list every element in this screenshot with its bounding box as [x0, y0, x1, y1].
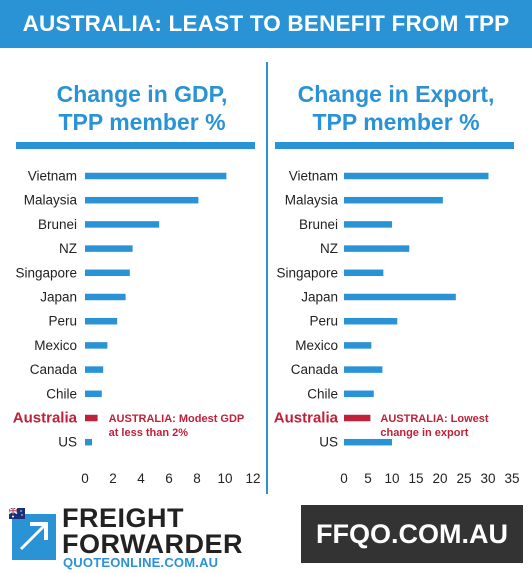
- gdp-x-tick-label: 4: [137, 471, 145, 486]
- export-bar-malaysia: [344, 196, 443, 204]
- gdp-category-label: Japan: [40, 290, 77, 305]
- gdp-category-label: US: [58, 435, 77, 450]
- gdp-annotation-line: at less than 2%: [109, 427, 189, 439]
- gdp-title-underline: [16, 142, 255, 149]
- gdp-bar-chart: Vietnam Malaysia Brunei NZ Singapore Japan Per…: [13, 169, 261, 487]
- export-chart-title-line1: Change in Export,: [297, 81, 495, 107]
- gdp-x-tick-label: 0: [81, 471, 89, 486]
- export-bar-brunei: [344, 221, 392, 228]
- gdp-x-tick-label: 8: [193, 471, 201, 486]
- export-annotation-line: AUSTRALIA: Lowest: [380, 413, 489, 425]
- export-annotation-line: change in export: [380, 427, 468, 439]
- gdp-x-tick-label: 12: [245, 471, 260, 486]
- export-category-label: Singapore: [276, 265, 338, 280]
- gdp-category-label: NZ: [59, 241, 77, 256]
- export-category-label: Malaysia: [285, 193, 339, 208]
- gdp-chart-title-line2: TPP member %: [58, 109, 226, 135]
- gdp-bar-nz: [85, 245, 133, 252]
- export-x-tick-label: 30: [480, 471, 495, 486]
- export-x-tick-label: 10: [384, 471, 399, 486]
- gdp-bar-brunei: [85, 221, 160, 228]
- export-category-label: NZ: [320, 241, 338, 256]
- chart-divider: [266, 62, 268, 494]
- export-bar-canada: [344, 366, 383, 373]
- gdp-category-label: Peru: [48, 314, 77, 329]
- gdp-category-label: Singapore: [15, 265, 77, 280]
- export-bar-nz: [344, 245, 410, 252]
- export-x-tick-label: 20: [432, 471, 447, 486]
- url-box[interactable]: FFQO.COM.AU: [301, 505, 523, 563]
- banner-title: AUSTRALIA: LEAST TO BENEFIT FROM TPP: [0, 0, 532, 48]
- gdp-bar-vietnam: [85, 172, 227, 180]
- gdp-bar-japan: [85, 293, 126, 301]
- export-x-tick-label: 35: [504, 471, 519, 486]
- export-bar-chile: [344, 390, 374, 398]
- export-bar-vietnam: [344, 172, 489, 180]
- export-x-tick-label: 25: [456, 471, 471, 486]
- gdp-category-label: Australia: [13, 410, 78, 427]
- gdp-x-tick-label: 6: [165, 471, 173, 486]
- export-bar-peru: [344, 317, 398, 325]
- export-bar-us: [344, 438, 392, 446]
- export-chart-title: Change in Export, TPP member %: [270, 80, 522, 136]
- export-x-tick-label: 15: [408, 471, 423, 486]
- export-category-label: Japan: [301, 290, 338, 305]
- logo-text-freight: FREIGHT: [62, 503, 184, 533]
- gdp-bar-canada: [85, 366, 104, 373]
- gdp-x-tick-label: 10: [217, 471, 232, 486]
- gdp-bar-peru: [85, 317, 118, 325]
- export-category-label: Chile: [307, 386, 338, 401]
- export-bar-chart: Vietnam Malaysia Brunei NZ Singapore Japan Per…: [274, 169, 520, 487]
- export-category-label: Peru: [309, 314, 338, 329]
- export-bar-mexico: [344, 342, 372, 349]
- gdp-bar-mexico: [85, 342, 108, 349]
- ff-arrow-logo-icon: [12, 514, 56, 560]
- export-category-label: Mexico: [295, 338, 338, 353]
- export-title-underline: [275, 142, 514, 149]
- export-bar-japan: [344, 293, 456, 301]
- export-bar-singapore: [344, 269, 384, 277]
- export-chart-title-line2: TPP member %: [312, 109, 480, 135]
- export-category-label: Vietnam: [289, 169, 338, 184]
- logo-text-website: QUOTEONLINE.COM.AU: [63, 555, 219, 570]
- export-bar-australia: [344, 414, 371, 422]
- gdp-chart-title: Change in GDP, TPP member %: [17, 80, 267, 136]
- export-category-label: Brunei: [299, 217, 338, 232]
- export-category-label: Canada: [291, 362, 339, 377]
- gdp-category-label: Mexico: [34, 338, 77, 353]
- gdp-category-label: Malaysia: [24, 193, 78, 208]
- export-category-label: Australia: [274, 410, 339, 427]
- gdp-bar-us: [85, 438, 92, 446]
- gdp-bar-australia: [85, 414, 98, 422]
- australia-flag-icon: [9, 508, 25, 519]
- gdp-category-label: Chile: [46, 386, 77, 401]
- gdp-category-label: Canada: [30, 362, 78, 377]
- gdp-bar-singapore: [85, 269, 130, 277]
- export-x-tick-label: 0: [340, 471, 348, 486]
- gdp-category-label: Vietnam: [28, 169, 77, 184]
- gdp-bar-malaysia: [85, 196, 199, 204]
- export-x-tick-label: 5: [364, 471, 372, 486]
- gdp-annotation-line: AUSTRALIA: Modest GDP: [109, 413, 245, 425]
- logo-text-forwarder: FORWARDER: [62, 529, 244, 559]
- gdp-bar-chile: [85, 390, 102, 398]
- gdp-category-label: Brunei: [38, 217, 77, 232]
- gdp-chart-title-line1: Change in GDP,: [56, 81, 228, 107]
- export-category-label: US: [319, 435, 338, 450]
- gdp-x-tick-label: 2: [109, 471, 117, 486]
